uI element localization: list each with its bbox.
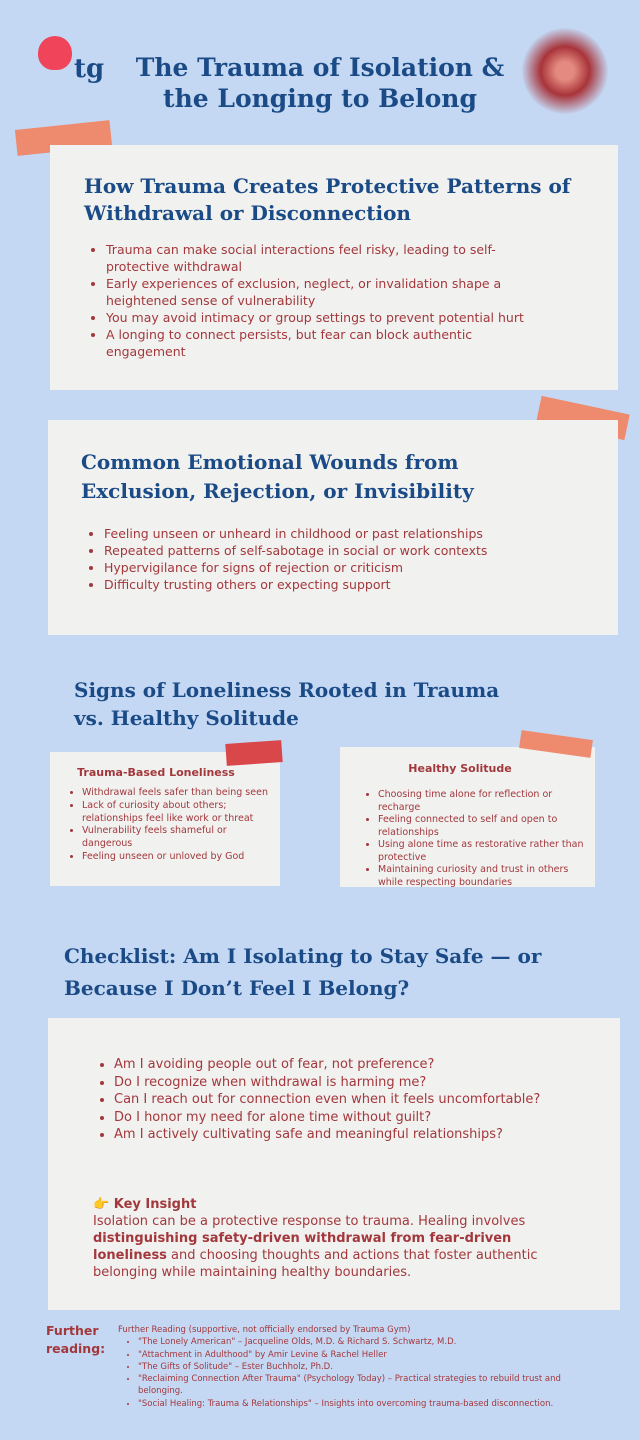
reading-item: "Social Healing: Trauma & Relationships"… [138,1398,598,1410]
reading-item: "Reclaiming Connection After Trauma" (Ps… [138,1373,598,1398]
list-item: Vulnerability feels shameful or dangerou… [82,825,272,851]
list-item: Feeling unseen or unloved by God [82,851,272,864]
heart-mascot-icon [38,36,72,70]
list-item: Feeling connected to self and open to re… [378,814,588,839]
checklist-item: Am I avoiding people out of fear, not pr… [114,1056,594,1074]
reading-item: "The Gifts of Solitude" – Ester Buchholz… [138,1361,598,1373]
checklist-item: Do I honor my need for alone time withou… [114,1109,594,1127]
further-reading-label: Further reading: [46,1323,106,1356]
insight-text: and choosing thoughts and actions that f… [93,1248,538,1280]
section-checklist: Am I avoiding people out of fear, not pr… [48,1018,620,1310]
bullet-list: Withdrawal feels safer than being seen L… [64,787,272,864]
checklist-item: Can I reach out for connection even when… [114,1091,594,1109]
logo: tg [26,28,106,88]
list-item: Withdrawal feels safer than being seen [82,787,272,800]
key-insight-title: Key Insight [113,1197,197,1212]
key-insight: 👉 Key Insight Isolation can be a protect… [93,1196,543,1281]
title-line-1: The Trauma of Isolation & [135,53,505,82]
logo-text: tg [74,54,105,84]
further-reading-intro: Further Reading (supportive, not officia… [118,1325,411,1335]
bullet-list: Choosing time alone for reflection or re… [360,789,588,889]
people-circle-illustration [522,28,608,114]
section-heading: How Trauma Creates Protective Patterns o… [84,174,571,225]
list-item: Using alone time as restorative rather t… [378,839,588,864]
page-title: The Trauma of Isolation & the Longing to… [120,52,520,114]
list-item: Repeated patterns of self-sabotage in so… [104,542,584,559]
list-item: Maintaining curiosity and trust in other… [378,864,588,889]
list-item: Difficulty trusting others or expecting … [104,576,584,593]
insight-emphasis: distinguishing safety-driven withdrawal … [93,1231,512,1263]
section-heading: Common Emotional Wounds from Exclusion, … [81,450,474,503]
key-insight-text: Isolation can be a protective response t… [93,1213,543,1281]
list-item: Feeling unseen or unheard in childhood o… [104,525,584,542]
card-trauma-loneliness: Trauma-Based Loneliness Withdrawal feels… [50,752,280,886]
further-reading-list: Further Reading (supportive, not officia… [118,1324,598,1410]
insight-text: Isolation can be a protective response t… [93,1214,526,1229]
checklist-item: Do I recognize when withdrawal is harmin… [114,1074,594,1092]
list-item: Lack of curiosity about others; relation… [82,800,272,826]
reading-item: "The Lonely American" – Jacqueline Olds,… [138,1336,598,1348]
pointing-hand-icon: 👉 [93,1197,110,1212]
tape-decoration [225,740,283,766]
list-item: You may avoid intimacy or group settings… [106,309,546,326]
bullet-list: Trauma can make social interactions feel… [88,241,546,360]
card-healthy-solitude: Healthy Solitude Choosing time alone for… [340,747,595,889]
list-item: Trauma can make social interactions feel… [106,241,546,275]
checklist: Am I avoiding people out of fear, not pr… [96,1056,594,1144]
section-heading: Checklist: Am I Isolating to Stay Safe —… [64,944,542,1000]
section-withdrawal: How Trauma Creates Protective Patterns o… [50,145,618,390]
bullet-list: Feeling unseen or unheard in childhood o… [86,525,584,593]
list-item: Hypervigilance for signs of rejection or… [104,559,584,576]
card-title: Healthy Solitude [408,762,512,775]
list-item: Early experiences of exclusion, neglect,… [106,275,546,309]
list-item: A longing to connect persists, but fear … [106,326,546,360]
list-item: Choosing time alone for reflection or re… [378,789,588,814]
title-line-2: the Longing to Belong [163,84,477,113]
section-emotional-wounds: Common Emotional Wounds from Exclusion, … [48,420,618,635]
card-title: Trauma-Based Loneliness [77,766,235,779]
section-heading: Signs of Loneliness Rooted in Trauma vs.… [74,678,500,730]
checklist-item: Am I actively cultivating safe and meani… [114,1126,594,1144]
reading-item: "Attachment in Adulthood" by Amir Levine… [138,1349,598,1361]
